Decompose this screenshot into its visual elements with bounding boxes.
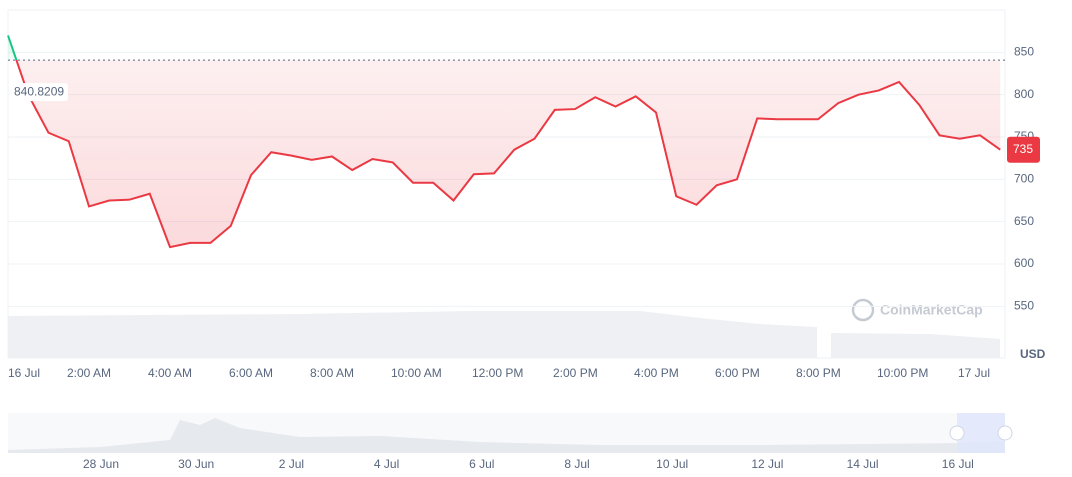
- navigator-label: 6 Jul: [469, 457, 494, 471]
- x-tick-label: 12:00 PM: [472, 366, 523, 380]
- last-price-tag: [1007, 136, 1040, 163]
- y-tick-label: 600: [1014, 256, 1034, 270]
- y-axis-label: USD: [1020, 347, 1046, 361]
- watermark: CoinMarketCap: [851, 298, 983, 322]
- y-tick-label: 700: [1014, 172, 1034, 186]
- x-tick-label: 4:00 AM: [148, 366, 192, 380]
- volume-bars: [8, 311, 1000, 358]
- x-tick-label: 6:00 AM: [229, 366, 273, 380]
- x-tick-label: 17 Jul: [958, 366, 990, 380]
- price-area: [8, 35, 1001, 248]
- navigator-selection[interactable]: [957, 413, 1005, 453]
- y-tick-label: 850: [1014, 45, 1034, 59]
- x-tick-label: 10:00 PM: [877, 366, 928, 380]
- price-line: [7, 35, 1001, 249]
- y-tick-label: 800: [1014, 87, 1034, 101]
- navigator-label: 28 Jun: [83, 457, 119, 471]
- x-tick-label: 10:00 AM: [391, 366, 442, 380]
- x-tick-label: 16 Jul: [8, 366, 40, 380]
- baseline-tag: [10, 83, 68, 102]
- watermark-text: CoinMarketCap: [880, 302, 983, 318]
- y-tick-label: 650: [1014, 214, 1034, 228]
- navigator-label: 14 Jul: [847, 457, 879, 471]
- x-tick-label: 8:00 PM: [796, 366, 841, 380]
- last-price-label: 735: [1013, 142, 1033, 156]
- navigator-label: 12 Jul: [751, 457, 783, 471]
- x-tick-label: 4:00 PM: [634, 366, 679, 380]
- navigator-label: 16 Jul: [942, 457, 974, 471]
- navigator-handle[interactable]: [997, 425, 1013, 441]
- navigator-label: 2 Jul: [279, 457, 304, 471]
- navigator-label: 30 Jun: [178, 457, 214, 471]
- baseline-label: 840.8209: [14, 84, 64, 98]
- y-tick-label: 550: [1014, 299, 1034, 313]
- navigator-label: 8 Jul: [564, 457, 589, 471]
- x-tick-label: 8:00 AM: [310, 366, 354, 380]
- navigator-handle[interactable]: [949, 425, 965, 441]
- navigator-label: 4 Jul: [374, 457, 399, 471]
- x-tick-label: 6:00 PM: [715, 366, 760, 380]
- navigator-label: 10 Jul: [656, 457, 688, 471]
- x-tick-label: 2:00 AM: [67, 366, 111, 380]
- x-tick-label: 2:00 PM: [553, 366, 598, 380]
- navigator-area: [8, 418, 1005, 453]
